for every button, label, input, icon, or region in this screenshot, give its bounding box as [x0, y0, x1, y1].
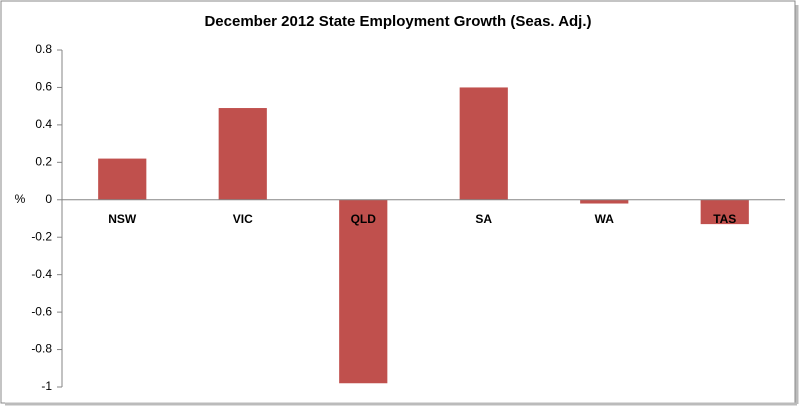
bar — [459, 87, 508, 200]
bar — [339, 199, 388, 384]
bar — [218, 108, 267, 200]
x-tick-label: TAS — [713, 212, 736, 226]
y-tick-label: 0 — [45, 192, 52, 206]
y-tick-label: -0.4 — [31, 267, 52, 281]
y-tick-label: 0.4 — [35, 117, 52, 131]
x-tick-label: SA — [475, 212, 492, 226]
x-tick-label: WA — [595, 212, 615, 226]
y-tick-label: 0.8 — [35, 42, 52, 56]
y-tick-label: -0.2 — [31, 229, 52, 243]
y-tick-label: 0.2 — [35, 155, 52, 169]
x-tick-label: NSW — [108, 212, 137, 226]
y-tick-label: -0.8 — [31, 342, 52, 356]
y-axis-label: % — [15, 192, 26, 206]
bar — [580, 199, 629, 204]
y-tick-label: -1 — [41, 379, 52, 393]
bar — [98, 158, 147, 200]
y-tick-label: -0.6 — [31, 304, 52, 318]
chart-title: December 2012 State Employment Growth (S… — [204, 13, 591, 30]
bar — [700, 199, 749, 225]
x-tick-label: VIC — [233, 212, 253, 226]
y-tick-label: 0.6 — [35, 80, 52, 94]
x-tick-label: QLD — [351, 212, 377, 226]
